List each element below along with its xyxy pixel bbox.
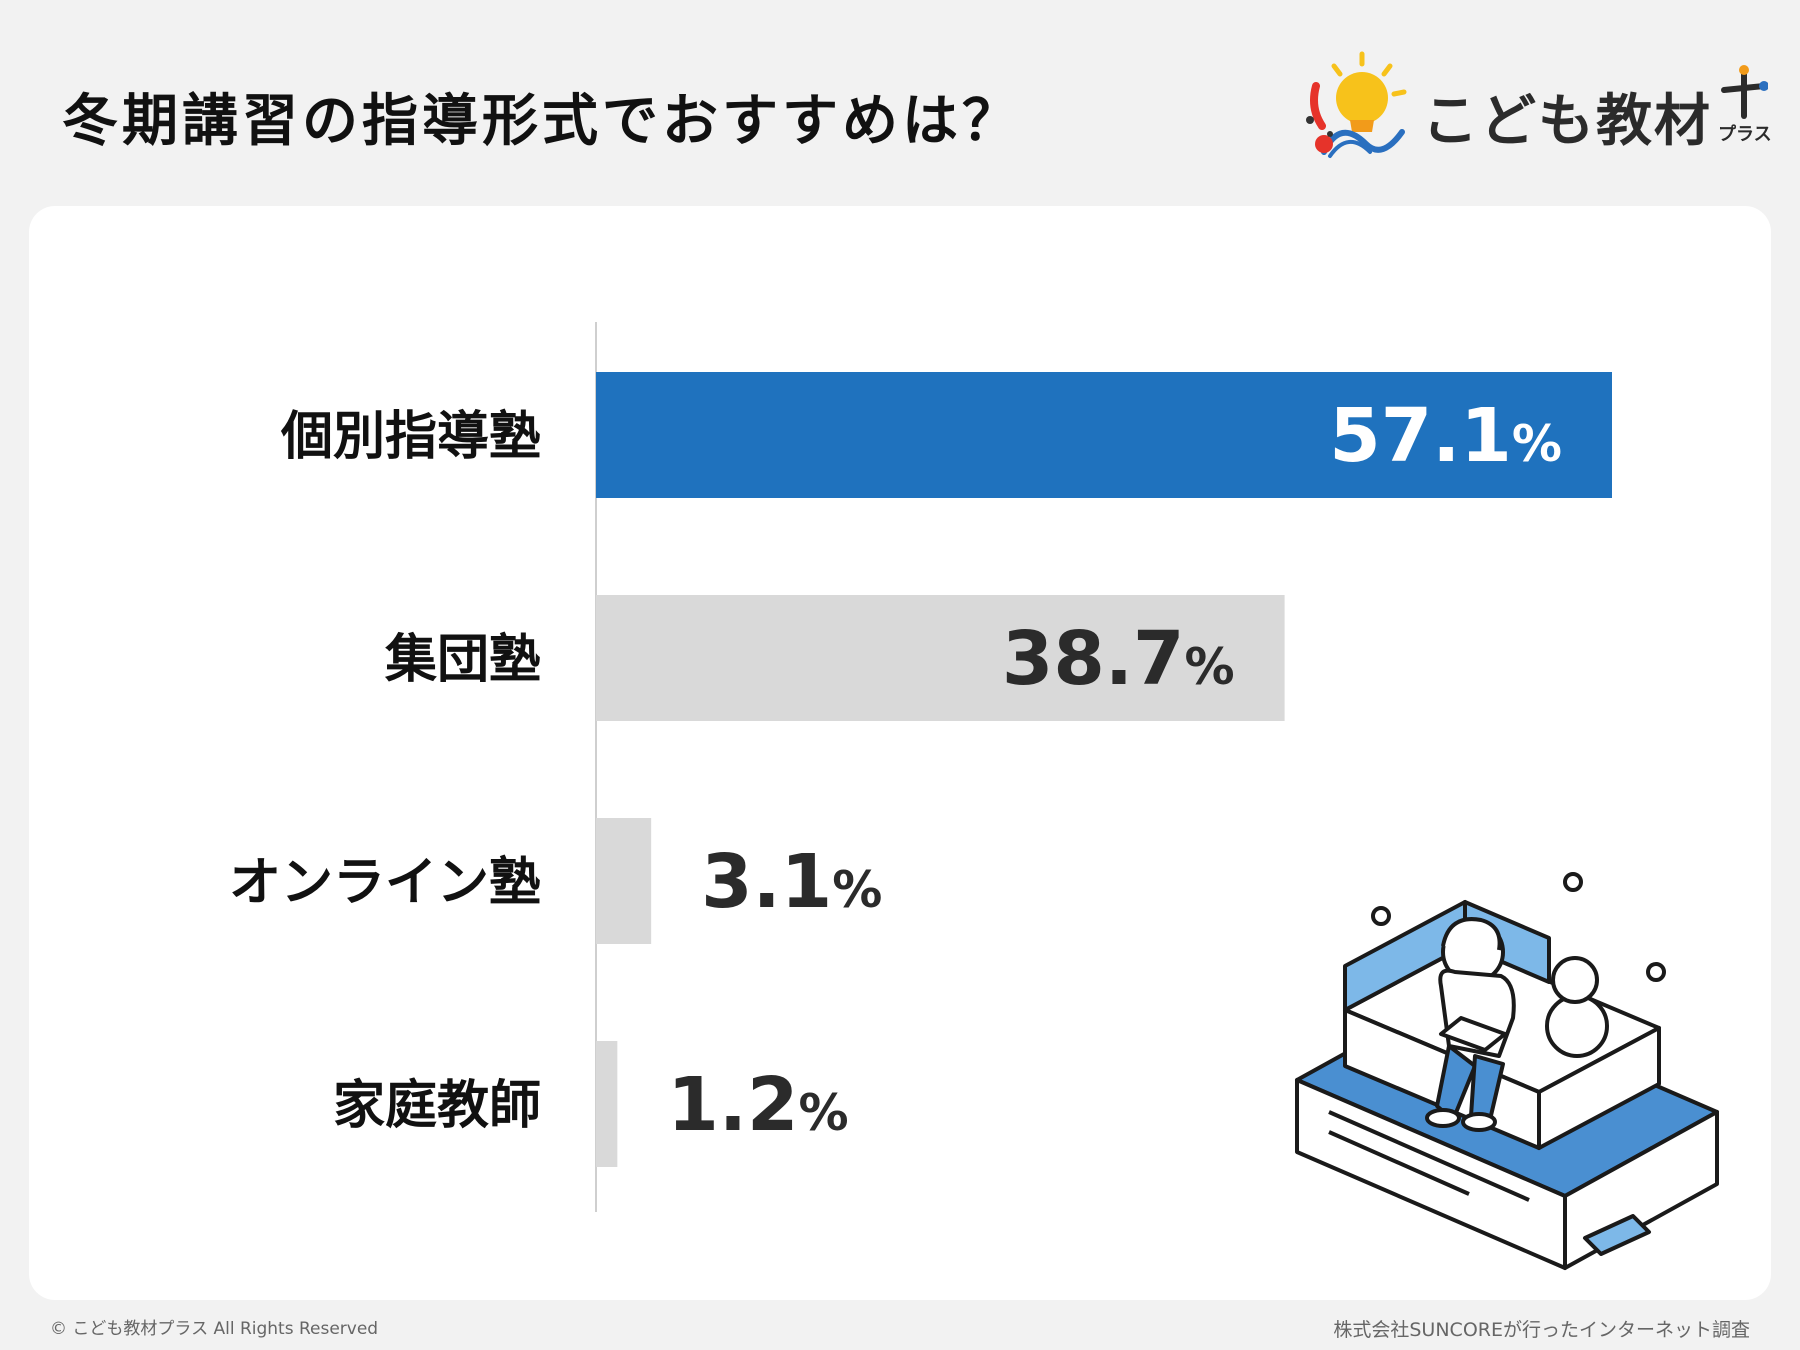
- value-label: 57.1%: [1329, 393, 1562, 479]
- value-label: 1.2%: [667, 1062, 848, 1148]
- category-label: オンライン塾: [229, 853, 541, 913]
- copyright-text: © こども教材プラス All Rights Reserved: [50, 1319, 379, 1339]
- lightbulb-logo-icon: [1306, 51, 1407, 158]
- category-label: 個別指導塾: [280, 407, 541, 467]
- source-note: 株式会社SUNCOREが行ったインターネット調査: [1333, 1319, 1750, 1341]
- plus-logo-icon: [1721, 65, 1768, 119]
- bar-4: [596, 1041, 618, 1167]
- bar-1: [596, 372, 1612, 498]
- child-reading-on-bed-illustration: [1295, 872, 1719, 1270]
- brand-logo: こども教材 プラス: [1300, 48, 1780, 168]
- brand-logo-text: こども教材: [1422, 89, 1712, 154]
- value-label: 38.7%: [1002, 616, 1235, 702]
- brand-logo-suffix: プラス: [1718, 124, 1772, 145]
- value-label: 3.1%: [701, 839, 882, 925]
- bar-3: [596, 818, 652, 944]
- page-title: 冬期講習の指導形式でおすすめは？: [62, 89, 1022, 154]
- category-label: 家庭教師: [333, 1076, 541, 1136]
- chart-card: 個別指導塾 57.1% 集団塾 38.7% オンライン塾 3.1% 家庭教師 1.2%: [29, 206, 1771, 1300]
- bar-chart: 個別指導塾 57.1% 集団塾 38.7% オンライン塾 3.1% 家庭教師 1.2%: [229, 322, 1719, 1270]
- bar-2: [596, 595, 1285, 721]
- category-label: 集団塾: [384, 630, 541, 690]
